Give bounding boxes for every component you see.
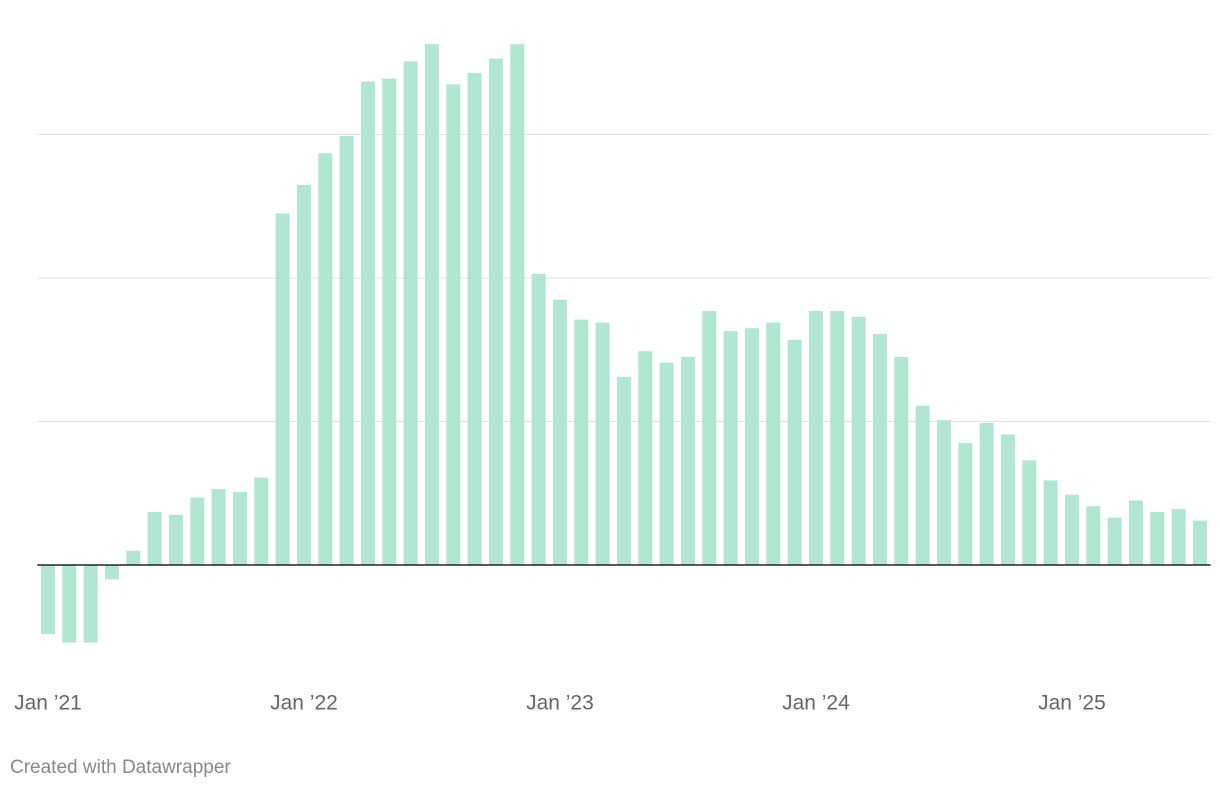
bar [1192, 520, 1207, 566]
bar [958, 443, 973, 566]
credit: Created with Datawrapper [10, 757, 231, 778]
bar [936, 420, 951, 566]
bar [232, 491, 247, 566]
bar [638, 351, 653, 566]
bar [744, 328, 759, 566]
x-tick-label: Jan ’24 [782, 692, 850, 715]
bar [1064, 494, 1079, 566]
x-tick-label: Jan ’21 [14, 692, 82, 715]
bar [126, 550, 141, 566]
bar [104, 565, 119, 580]
bar [851, 316, 866, 566]
bar [979, 422, 994, 566]
bar [211, 488, 226, 566]
bar [424, 44, 439, 566]
bar [40, 565, 55, 634]
bar [894, 356, 909, 566]
bar [1022, 460, 1037, 566]
bar [723, 331, 738, 566]
bar [296, 184, 311, 566]
bar [446, 84, 461, 566]
bar [510, 44, 525, 566]
bar [147, 511, 162, 566]
bar [702, 311, 717, 566]
bar [830, 311, 845, 566]
bar [872, 334, 887, 566]
bar [1150, 511, 1165, 566]
bar [1086, 506, 1101, 566]
bar [318, 153, 333, 566]
bar [808, 311, 823, 566]
bar [83, 565, 98, 643]
x-tick-label: Jan ’22 [270, 692, 338, 715]
bar [1171, 509, 1186, 566]
bar [552, 299, 567, 566]
bar [360, 81, 375, 566]
bar [531, 273, 546, 566]
bar [680, 356, 695, 566]
bar [467, 72, 482, 566]
bar [1128, 500, 1143, 566]
bar [1000, 434, 1015, 566]
bar [62, 565, 77, 643]
bar [595, 322, 610, 566]
bar [1043, 480, 1058, 566]
bar [574, 319, 589, 566]
bar [766, 322, 781, 566]
bar [168, 514, 183, 566]
bar [275, 213, 290, 566]
bar [659, 362, 674, 566]
bar [403, 61, 418, 566]
x-tick-label: Jan ’23 [526, 692, 594, 715]
bar [616, 377, 631, 566]
bar [915, 405, 930, 566]
bar [382, 78, 397, 566]
bar [339, 135, 354, 566]
bar [787, 339, 802, 566]
bar [190, 497, 205, 566]
bar [488, 58, 503, 566]
bar [254, 477, 269, 566]
x-tick-label: Jan ’25 [1038, 692, 1106, 715]
bar [1107, 517, 1122, 566]
